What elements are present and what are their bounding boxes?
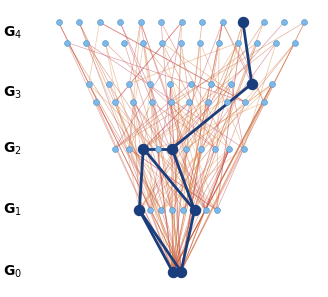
Point (141, 146, 146, 151)
Point (224, 100, 229, 105)
Point (148, 208, 153, 212)
Point (187, 100, 192, 105)
Point (126, 146, 132, 151)
Point (249, 81, 255, 86)
Point (293, 40, 298, 45)
Point (141, 40, 146, 45)
Point (197, 40, 203, 45)
Point (249, 81, 255, 86)
Point (274, 40, 279, 45)
Point (236, 40, 241, 45)
Point (178, 269, 184, 274)
Point (168, 100, 173, 105)
Point (141, 146, 146, 151)
Point (122, 40, 127, 45)
Point (208, 81, 214, 86)
Point (138, 20, 143, 25)
Point (198, 146, 203, 151)
Point (155, 146, 160, 151)
Point (170, 208, 175, 212)
Point (97, 20, 102, 25)
Point (216, 40, 222, 45)
Point (106, 81, 112, 86)
Point (188, 81, 193, 86)
Point (240, 20, 246, 25)
Point (261, 100, 267, 105)
Point (103, 40, 108, 45)
Point (261, 20, 266, 25)
Point (178, 269, 184, 274)
Point (178, 40, 184, 45)
Point (220, 20, 225, 25)
Point (112, 100, 117, 105)
Point (213, 146, 218, 151)
Point (159, 40, 165, 45)
Point (192, 208, 197, 212)
Point (168, 81, 173, 86)
Point (170, 269, 175, 274)
Point (117, 20, 123, 25)
Point (150, 100, 155, 105)
Point (255, 40, 260, 45)
Point (227, 146, 232, 151)
Point (158, 20, 164, 25)
Point (302, 20, 307, 25)
Point (214, 208, 219, 212)
Point (203, 208, 208, 212)
Text: $\mathbf{G}_{4}$: $\mathbf{G}_{4}$ (3, 25, 22, 41)
Point (184, 146, 189, 151)
Point (137, 208, 142, 212)
Point (127, 81, 132, 86)
Text: $\mathbf{G}_{0}$: $\mathbf{G}_{0}$ (3, 263, 22, 280)
Point (243, 100, 248, 105)
Point (147, 81, 153, 86)
Point (131, 100, 136, 105)
Point (169, 146, 174, 151)
Point (137, 208, 142, 212)
Point (170, 269, 175, 274)
Point (169, 146, 174, 151)
Text: $\mathbf{G}_{1}$: $\mathbf{G}_{1}$ (3, 202, 22, 218)
Point (192, 208, 197, 212)
Text: $\mathbf{G}_{2}$: $\mathbf{G}_{2}$ (3, 140, 22, 157)
Point (179, 20, 184, 25)
Point (229, 81, 234, 86)
Text: $\mathbf{G}_{3}$: $\mathbf{G}_{3}$ (3, 85, 22, 101)
Point (181, 208, 186, 212)
Point (199, 20, 205, 25)
Point (93, 100, 99, 105)
Point (241, 146, 246, 151)
Point (240, 20, 246, 25)
Point (270, 81, 275, 86)
Point (65, 40, 70, 45)
Point (84, 40, 89, 45)
Point (112, 146, 117, 151)
Point (86, 81, 91, 86)
Point (76, 20, 82, 25)
Point (56, 20, 61, 25)
Point (281, 20, 287, 25)
Point (159, 208, 164, 212)
Point (205, 100, 211, 105)
